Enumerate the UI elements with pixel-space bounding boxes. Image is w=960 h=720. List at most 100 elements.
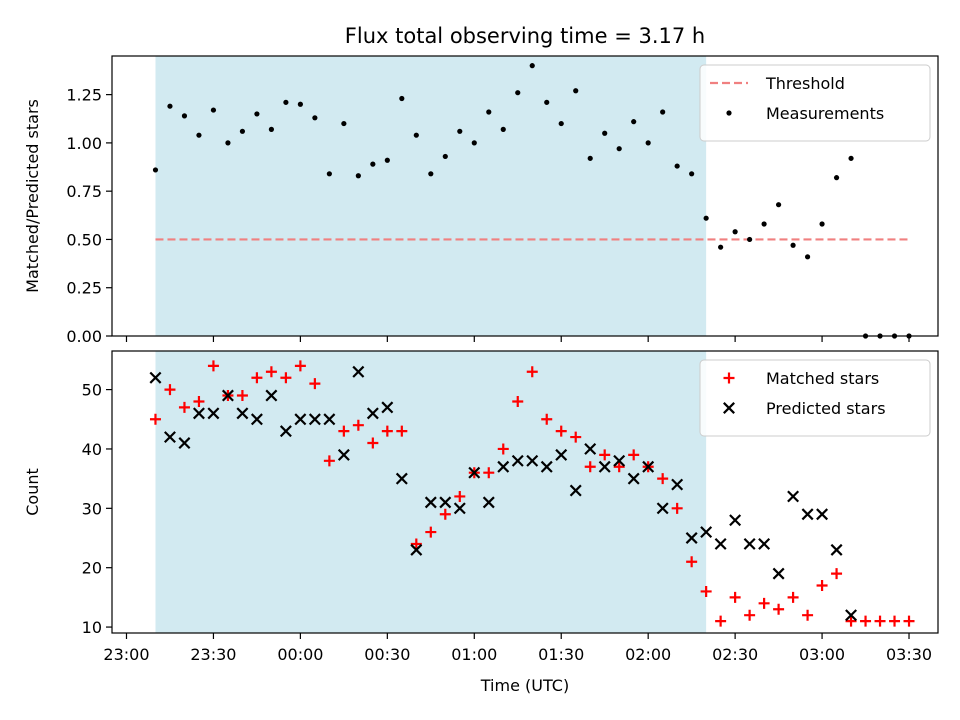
observing-window-band (155, 351, 707, 633)
data-point (511, 454, 524, 467)
data-point (297, 101, 303, 107)
y-tick-label: 40 (82, 440, 102, 459)
data-point (804, 254, 811, 260)
data-point (613, 461, 625, 473)
y-tick-label: 0.00 (66, 327, 102, 346)
data-point (366, 407, 379, 420)
data-point (442, 153, 448, 160)
data-point (192, 407, 205, 420)
x-tick-label: 01:00 (451, 645, 497, 664)
data-point (236, 407, 249, 420)
data-point (196, 132, 202, 138)
data-point (674, 163, 680, 169)
data-point (515, 90, 521, 96)
axes-frame (111, 55, 939, 337)
data-point (178, 401, 190, 413)
data-point (686, 556, 698, 568)
x-tick-label: 23:00 (103, 645, 149, 664)
data-point (352, 365, 365, 378)
y-tick-label: 10 (82, 618, 102, 637)
data-point (225, 140, 231, 146)
data-point (210, 107, 217, 113)
legend-label: Measurements (766, 104, 884, 123)
data-point (308, 413, 321, 426)
data-point (657, 473, 669, 485)
data-point (845, 615, 857, 627)
data-point (845, 609, 858, 622)
data-point (280, 372, 292, 384)
data-point (312, 115, 318, 121)
ratio-panel: 0.00 0.25 0.50 0.75 1.00 1.25 Matched/Predicte… (23, 55, 939, 346)
data-point (425, 526, 437, 538)
data-point (573, 88, 579, 94)
count-panel: 10 20 30 40 50 23:00 23:30 00:00 00:30 01:00 01:30… (23, 350, 939, 664)
data-point (268, 126, 275, 132)
data-point (700, 526, 713, 539)
data-point (584, 461, 596, 473)
x-tick-label: 02:00 (625, 645, 671, 664)
x-axis-label: Time (UTC) (480, 676, 569, 695)
data-point (830, 543, 843, 556)
data-point (540, 460, 553, 473)
data-point (718, 244, 724, 250)
data-point (555, 448, 568, 461)
data-point (761, 221, 767, 227)
series-predicted-stars (149, 365, 858, 622)
data-point (801, 508, 814, 521)
data-point (599, 449, 611, 461)
data-point (569, 484, 582, 497)
data-point (279, 425, 292, 438)
x-tick-label: 00:30 (364, 645, 410, 664)
data-point (367, 437, 379, 449)
data-point (715, 615, 727, 627)
data-point (453, 502, 466, 515)
data-point (413, 132, 419, 138)
data-point (744, 609, 756, 621)
y-axis-label: Matched/Predicted stars (23, 99, 42, 293)
data-point (164, 384, 176, 396)
data-point (787, 591, 799, 603)
data-point (410, 543, 423, 556)
data-point (323, 455, 335, 467)
legend-label: Predicted stars (766, 399, 886, 418)
data-point (338, 425, 350, 437)
legend-label: Threshold (765, 74, 845, 93)
data-point (207, 360, 219, 372)
data-point (265, 389, 278, 402)
data-point (483, 467, 495, 479)
data-point (714, 537, 727, 550)
data-point (645, 140, 651, 146)
data-point (239, 128, 246, 134)
data-point (558, 120, 564, 127)
data-point (671, 478, 684, 491)
chart-title: Flux total observing time = 3.17 h (345, 24, 705, 48)
data-point (149, 413, 161, 425)
data-point (831, 568, 843, 580)
legend-label: Matched stars (766, 369, 879, 388)
data-point (250, 413, 263, 426)
data-point (381, 425, 393, 437)
legend-box (699, 64, 931, 142)
data-point (167, 103, 173, 109)
data-point (381, 401, 394, 414)
data-point (193, 395, 205, 407)
data-point (468, 466, 481, 479)
data-point (428, 171, 434, 177)
data-point (149, 371, 162, 384)
y-axis-label: Count (23, 468, 42, 516)
data-point (152, 167, 159, 173)
y-tick-label: 0.25 (66, 279, 102, 298)
data-point (497, 443, 509, 455)
data-point (181, 113, 188, 119)
data-point (544, 99, 550, 105)
data-point (773, 603, 785, 615)
data-point (685, 532, 698, 544)
data-point (732, 229, 738, 235)
legend-swatch (726, 110, 732, 116)
legend-box (699, 359, 931, 437)
x-tick-label: 03:00 (799, 645, 845, 664)
data-point (889, 615, 901, 627)
data-point (396, 425, 408, 437)
data-point (526, 366, 538, 378)
